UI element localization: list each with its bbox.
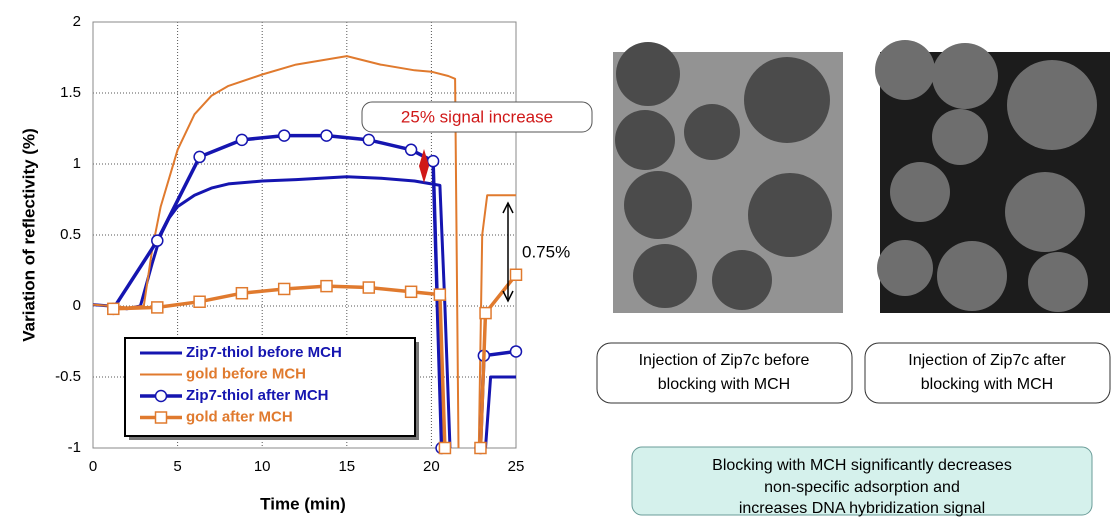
marker [406,286,417,297]
marker [236,288,247,299]
marker [321,130,332,141]
x-axis-label: Time (min) [260,494,346,513]
legend-label: Zip7-thiol after MCH [186,387,329,404]
note: increases DNA hybridization signal [739,500,985,517]
marker [194,151,205,162]
image-after [875,40,1110,313]
marker [406,144,417,155]
marker [511,269,522,280]
marker [321,281,332,292]
x-tick-label: 25 [508,458,525,475]
x-tick-label: 0 [89,458,97,475]
marker [152,235,163,246]
y-tick-label: -0.5 [55,368,81,385]
x-tick-label: 20 [423,458,440,475]
y-tick-label: 1 [73,155,81,172]
marker [108,303,119,314]
y-tick-label: 1.5 [60,84,81,101]
note: non-specific adsorption and [764,479,960,496]
image-before [613,42,843,313]
marker [279,283,290,294]
marker [279,130,290,141]
legend-marker [156,412,167,423]
x-tick-label: 15 [338,458,355,475]
marker [475,443,486,454]
x-tick-label: 5 [173,458,181,475]
marker [511,346,522,357]
marker [428,156,439,167]
marker [439,443,450,454]
marker [363,282,374,293]
y-tick-label: 0 [73,297,81,314]
y-tick-label: 0.5 [60,226,81,243]
annotation: 25% signal increase [401,107,553,126]
legend-marker [156,391,167,402]
caption: blocking with MCH [921,376,1053,393]
marker [480,308,491,319]
x-tick-label: 10 [254,458,271,475]
legend-label: Zip7-thiol before MCH [186,344,342,361]
marker [152,302,163,313]
marker [434,289,445,300]
note: Blocking with MCH significantly decrease… [712,457,1012,474]
page: {"chart_data": {"type": "line", "xlabel"… [0,0,1118,521]
caption: blocking with MCH [658,376,790,393]
caption: Injection of Zip7c after [908,352,1066,369]
y-tick-label: -1 [68,439,81,456]
y-axis-label: Variation of reflectivity (%) [19,128,38,342]
marker [236,134,247,145]
marker [363,134,374,145]
legend: Zip7-thiol before MCH gold before MCH Zip7… [125,338,419,440]
caption: Injection of Zip7c before [639,352,810,369]
legend-label: gold after MCH [186,408,293,425]
marker [194,296,205,307]
figure: Injection of Zip7c before blocking with … [0,0,1118,521]
legend-label: gold before MCH [186,365,306,382]
annotation: 0.75% [522,242,570,261]
y-tick-label: 2 [73,13,81,30]
